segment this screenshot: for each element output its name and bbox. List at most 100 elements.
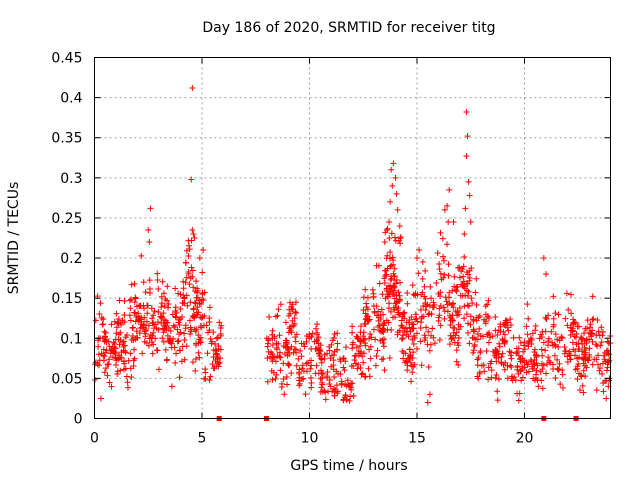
data-point: [408, 378, 415, 385]
data-point: [406, 324, 413, 331]
data-point: [369, 286, 376, 293]
data-point: [464, 329, 471, 336]
data-point: [140, 322, 147, 329]
data-point: [122, 349, 129, 356]
data-point: [576, 387, 583, 394]
data-point: [181, 356, 188, 363]
data-point: [183, 247, 190, 254]
data-point: [264, 355, 271, 362]
data-point: [334, 340, 341, 347]
data-point: [517, 339, 524, 346]
data-point: [392, 237, 399, 244]
data-point: [384, 326, 391, 333]
data-point: [446, 341, 453, 348]
data-point: [558, 333, 565, 340]
data-point: [523, 369, 530, 376]
y-tick-label: 0.2: [60, 251, 82, 267]
data-point: [351, 353, 358, 360]
data-point: [446, 312, 453, 319]
data-point: [455, 362, 462, 369]
data-point: [552, 331, 559, 338]
data-point: [303, 338, 310, 345]
data-point: [176, 374, 183, 381]
data-point: [471, 341, 478, 348]
data-point: [386, 285, 393, 292]
data-point: [461, 230, 468, 237]
data-point: [200, 247, 207, 254]
data-point: [117, 321, 124, 328]
data-point: [576, 345, 583, 352]
data-point: [511, 374, 518, 381]
data-point: [554, 336, 561, 343]
data-point: [528, 358, 535, 365]
data-point: [463, 280, 470, 287]
data-point: [391, 273, 398, 280]
data-point: [191, 235, 198, 241]
data-point: [476, 325, 483, 332]
data-point: [467, 313, 474, 320]
data-point: [521, 346, 528, 353]
data-point: [495, 351, 502, 358]
data-point: [197, 322, 204, 329]
data-point: [282, 337, 289, 344]
data-point: [146, 239, 153, 246]
data-point: [172, 285, 179, 292]
data-point: [176, 331, 183, 338]
data-point: [404, 328, 411, 335]
data-point: [422, 334, 429, 341]
data-point: [422, 267, 429, 274]
y-tick-label: 0.25: [51, 211, 82, 227]
data-point: [353, 344, 360, 351]
data-point: [383, 317, 390, 324]
data-point: [504, 324, 511, 331]
data-point: [121, 312, 128, 319]
data-point: [564, 322, 571, 329]
data-point: [373, 312, 380, 319]
data-point: [209, 361, 216, 368]
data-point: [430, 334, 437, 341]
data-point: [293, 346, 300, 353]
data-point: [459, 265, 466, 272]
data-point: [435, 290, 442, 297]
data-point: [441, 206, 448, 213]
data-point: [444, 308, 451, 315]
data-point: [413, 315, 420, 322]
data-point: [484, 301, 491, 308]
data-point: [536, 335, 543, 342]
data-point: [383, 271, 390, 278]
data-point: [113, 310, 120, 317]
data-point: [209, 338, 216, 345]
data-point: [459, 292, 466, 299]
data-point: [459, 282, 466, 289]
data-point: [99, 321, 106, 328]
data-point: [317, 355, 324, 362]
data-point: [120, 343, 127, 350]
data-point: [180, 285, 187, 292]
data-point: [489, 333, 496, 340]
data-point: [123, 373, 130, 380]
data-point: [266, 313, 273, 320]
data-point: [142, 327, 149, 334]
data-point: [120, 366, 127, 373]
y-tick-label: 0.1: [60, 331, 82, 347]
data-point: [117, 329, 124, 336]
data-point: [568, 310, 575, 317]
data-point: [492, 375, 499, 382]
data-point: [375, 262, 382, 269]
data-point: [579, 335, 586, 342]
data-point: [264, 343, 271, 350]
data-point: [326, 376, 333, 383]
data-point: [308, 362, 315, 369]
data-point: [355, 347, 362, 354]
data-point: [292, 334, 299, 341]
y-axis-ticks: 0 0.05 0.1 0.15 0.2 0.25 0.3 0.35 0.4 0.45: [51, 51, 611, 428]
data-point: [372, 362, 379, 369]
data-point: [290, 322, 297, 329]
data-point: [318, 370, 325, 377]
data-point: [192, 367, 199, 374]
data-point: [534, 362, 541, 369]
data-point: [117, 354, 124, 361]
data-point: [590, 315, 597, 322]
data-point: [163, 357, 170, 364]
